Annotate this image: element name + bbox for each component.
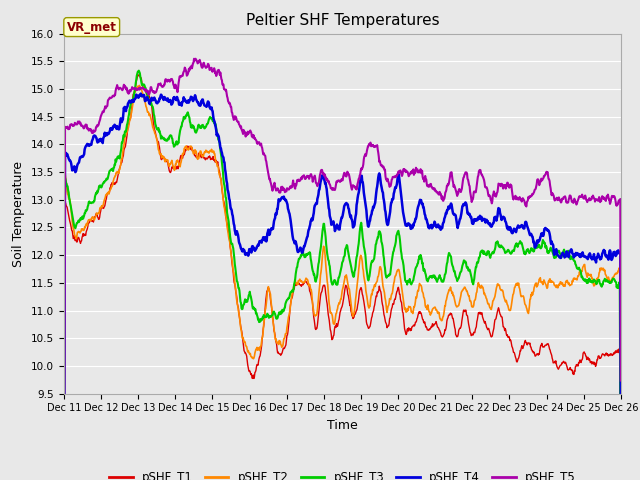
pSHF_T5 <box>268 183 275 189</box>
Legend: pSHF_T1, pSHF_T2, pSHF_T3, pSHF_T4, pSHF_T5: pSHF_T1, pSHF_T2, pSHF_T3, pSHF_T4, pSHF… <box>104 466 580 480</box>
pSHF_T1 <box>268 303 275 309</box>
Line: pSHF_T2: pSHF_T2 <box>64 85 621 480</box>
pSHF_T4 <box>133 92 141 98</box>
pSHF_T3 <box>133 73 141 79</box>
pSHF_T1 <box>208 156 216 162</box>
pSHF_T4 <box>268 226 275 231</box>
pSHF_T4 <box>208 108 216 113</box>
Line: pSHF_T3: pSHF_T3 <box>64 71 621 480</box>
pSHF_T3 <box>268 313 275 319</box>
pSHF_T5 <box>348 187 356 192</box>
pSHF_T1 <box>134 72 141 78</box>
pSHF_T2 <box>463 288 471 294</box>
pSHF_T5 <box>190 56 198 61</box>
pSHF_T3 <box>581 276 589 282</box>
pSHF_T3 <box>208 116 216 121</box>
pSHF_T1 <box>133 76 141 82</box>
pSHF_T4 <box>581 254 589 260</box>
pSHF_T1 <box>581 351 589 357</box>
pSHF_T2 <box>581 267 589 273</box>
pSHF_T2 <box>133 87 141 93</box>
Y-axis label: Soil Temperature: Soil Temperature <box>12 161 26 266</box>
pSHF_T5 <box>133 87 141 93</box>
pSHF_T2 <box>208 149 216 155</box>
Line: pSHF_T1: pSHF_T1 <box>64 75 621 480</box>
pSHF_T2 <box>60 468 68 474</box>
pSHF_T1 <box>348 313 356 319</box>
pSHF_T5 <box>208 69 216 74</box>
pSHF_T4 <box>137 91 145 96</box>
Title: Peltier SHF Temperatures: Peltier SHF Temperatures <box>246 13 439 28</box>
pSHF_T2 <box>348 310 356 316</box>
pSHF_T3 <box>348 269 356 275</box>
pSHF_T4 <box>463 206 471 212</box>
pSHF_T3 <box>463 265 471 271</box>
Text: VR_met: VR_met <box>67 21 116 34</box>
pSHF_T2 <box>268 302 275 308</box>
pSHF_T4 <box>348 217 356 223</box>
X-axis label: Time: Time <box>327 419 358 432</box>
Line: pSHF_T4: pSHF_T4 <box>64 94 621 480</box>
pSHF_T3 <box>135 68 143 73</box>
pSHF_T2 <box>136 83 143 88</box>
Line: pSHF_T5: pSHF_T5 <box>64 59 621 480</box>
pSHF_T1 <box>463 312 471 318</box>
pSHF_T5 <box>617 378 625 384</box>
pSHF_T3 <box>60 469 68 475</box>
pSHF_T4 <box>617 416 625 422</box>
pSHF_T5 <box>581 192 589 198</box>
pSHF_T5 <box>463 171 471 177</box>
